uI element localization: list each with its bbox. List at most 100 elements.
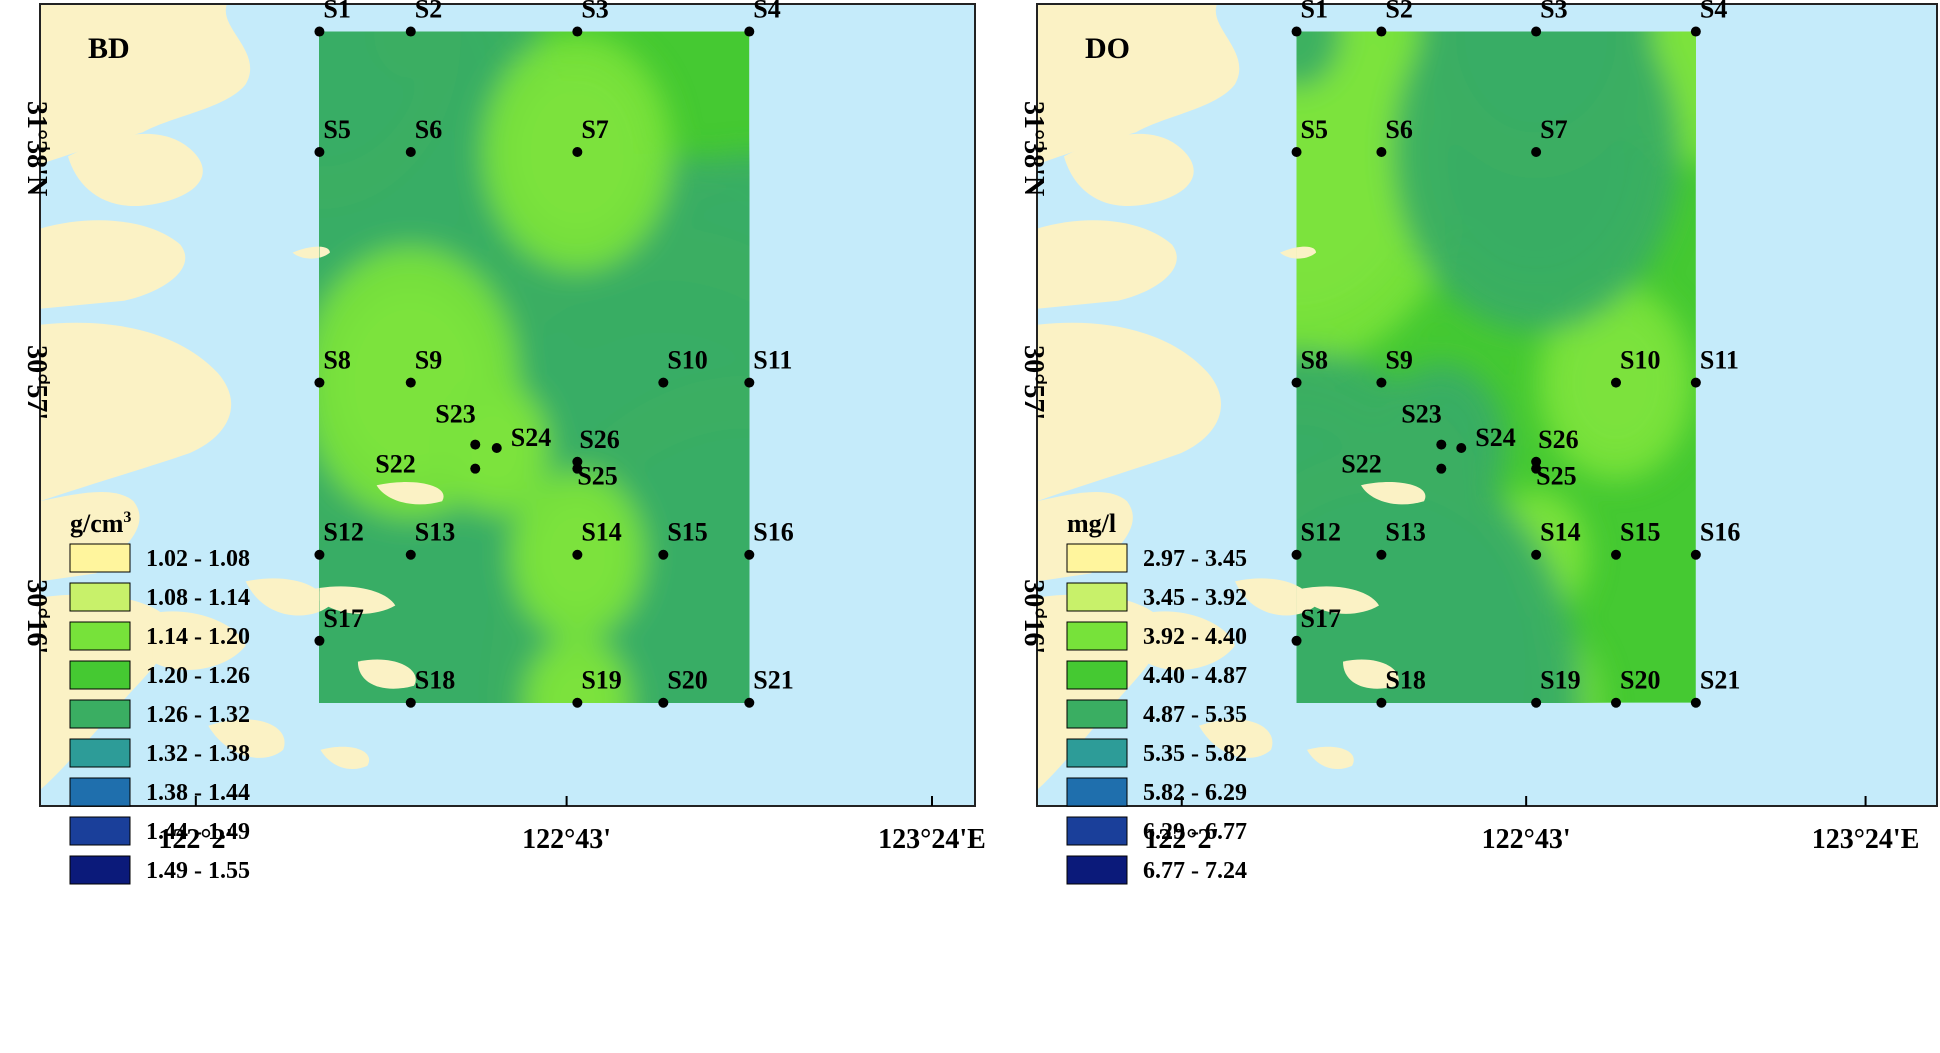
legend-swatch — [69, 777, 131, 807]
station-marker — [1531, 549, 1542, 560]
station-label: S18 — [1385, 666, 1425, 695]
legend-swatch — [69, 855, 131, 885]
station-label: S21 — [1700, 666, 1740, 695]
island-shape — [319, 586, 396, 614]
station-marker — [572, 549, 583, 560]
station-marker — [470, 463, 481, 474]
land-shape — [1307, 746, 1354, 770]
station-marker — [1690, 26, 1701, 37]
station-label: S24 — [1475, 423, 1515, 452]
station-marker — [405, 26, 416, 37]
station-marker — [314, 377, 325, 388]
station-marker — [314, 549, 325, 560]
station-label: S3 — [581, 0, 608, 24]
station-marker — [1291, 635, 1302, 646]
legend-unit-base: mg/l — [1067, 509, 1116, 538]
station-marker — [1611, 549, 1621, 560]
station-marker — [572, 147, 583, 158]
legend-swatch — [69, 699, 131, 729]
map-frame — [39, 3, 976, 807]
map-panel-bd: BD S1 S2 S3 S4 S5 S6 S7 S8 S9 S10 S11 S12 S13 S14 S15 S1… — [21, 0, 986, 885]
station-marker — [1611, 697, 1621, 708]
land-shape — [245, 578, 330, 616]
station-marker — [314, 635, 325, 646]
station-marker — [1376, 147, 1387, 158]
station-marker — [1376, 549, 1387, 560]
station-label: S16 — [1700, 518, 1740, 547]
station-label: S16 — [753, 518, 793, 547]
land-overlay — [1296, 246, 1426, 689]
x-tick-label: 123°24'E — [878, 824, 986, 855]
contour-blob-s2 — [373, 31, 449, 79]
station-label: S5 — [323, 115, 350, 144]
island-shape — [1296, 246, 1316, 259]
station-label: S23 — [435, 400, 475, 429]
map-panel-do: DO S1 S2 S3 S4 S5 S6 S7 S8 S9 S10 S11 S12 S13 S14 S15 S1… — [1018, 0, 1938, 885]
station-marker — [1376, 697, 1387, 708]
surface-contours — [1296, 31, 1696, 703]
station-marker — [744, 377, 755, 388]
station-marker — [1531, 26, 1542, 37]
panel-title: BD — [88, 32, 130, 65]
contour-blob-s1 — [1296, 31, 1342, 88]
legend-swatch — [69, 543, 131, 573]
land-shape — [208, 719, 285, 758]
y-tick-label: 30°16' — [21, 579, 52, 654]
interpolated-surface — [319, 31, 750, 703]
land-shape — [68, 133, 203, 207]
station-label: S20 — [667, 666, 707, 695]
x-tick-label: 122°43' — [1482, 824, 1571, 855]
legend-swatch — [69, 738, 131, 768]
station-label: S15 — [1620, 518, 1660, 547]
x-tick-label: 122°2' — [1144, 824, 1219, 855]
station-label: S9 — [415, 346, 442, 375]
station-label: S19 — [1540, 666, 1580, 695]
station-marker — [1436, 439, 1447, 450]
y-tick-label: 30°16' — [1018, 579, 1049, 654]
station-label: S23 — [1401, 400, 1441, 429]
station-marker — [1436, 463, 1447, 474]
station-label: S10 — [667, 346, 707, 375]
station-marker — [572, 26, 583, 37]
land-shape — [40, 322, 232, 502]
station-marker — [572, 697, 583, 708]
land-shape — [40, 491, 140, 582]
legend-swatch — [1066, 816, 1128, 846]
land-shape — [1235, 578, 1316, 616]
legend-unit: g/cm3 — [70, 509, 131, 538]
legend-label: 1.49 - 1.55 — [146, 858, 250, 884]
station-marker — [1291, 26, 1302, 37]
station-label: S6 — [1385, 115, 1412, 144]
station-label: S10 — [1620, 346, 1660, 375]
legend: mg/l 2.97 - 3.45 3.45 - 3.92 3.92 - 4.40 4.4… — [1066, 509, 1247, 885]
station-label: S3 — [1540, 0, 1567, 24]
legend-label: 6.77 - 7.24 — [1143, 858, 1247, 884]
station-label: S26 — [1538, 425, 1578, 454]
station-marker — [405, 147, 416, 158]
legend-swatch — [1066, 621, 1128, 651]
station-marker — [1690, 697, 1701, 708]
island-shape — [376, 482, 444, 505]
station-label: S22 — [375, 450, 415, 479]
island-shape — [1361, 482, 1426, 505]
station-marker — [744, 26, 755, 37]
station-marker — [572, 456, 583, 467]
station-label: S1 — [1301, 0, 1328, 24]
legend-label: 5.35 - 5.82 — [1143, 741, 1247, 767]
station-label: S19 — [581, 666, 621, 695]
station-label: S12 — [1301, 518, 1341, 547]
contour-blob-s19 — [523, 634, 632, 703]
station-label: S6 — [415, 115, 442, 144]
station-label: S15 — [667, 518, 707, 547]
interpolated-surface — [1296, 31, 1696, 703]
land-shape — [58, 235, 153, 258]
legend-swatch — [1066, 699, 1128, 729]
station-marker — [572, 463, 583, 474]
station-marker — [314, 147, 325, 158]
legend-swatch — [69, 582, 131, 612]
surface-contours — [319, 31, 750, 703]
station-marker — [1291, 549, 1302, 560]
land-shape — [1199, 719, 1273, 758]
station-marker — [1531, 697, 1542, 708]
station-label: S14 — [1540, 518, 1580, 547]
